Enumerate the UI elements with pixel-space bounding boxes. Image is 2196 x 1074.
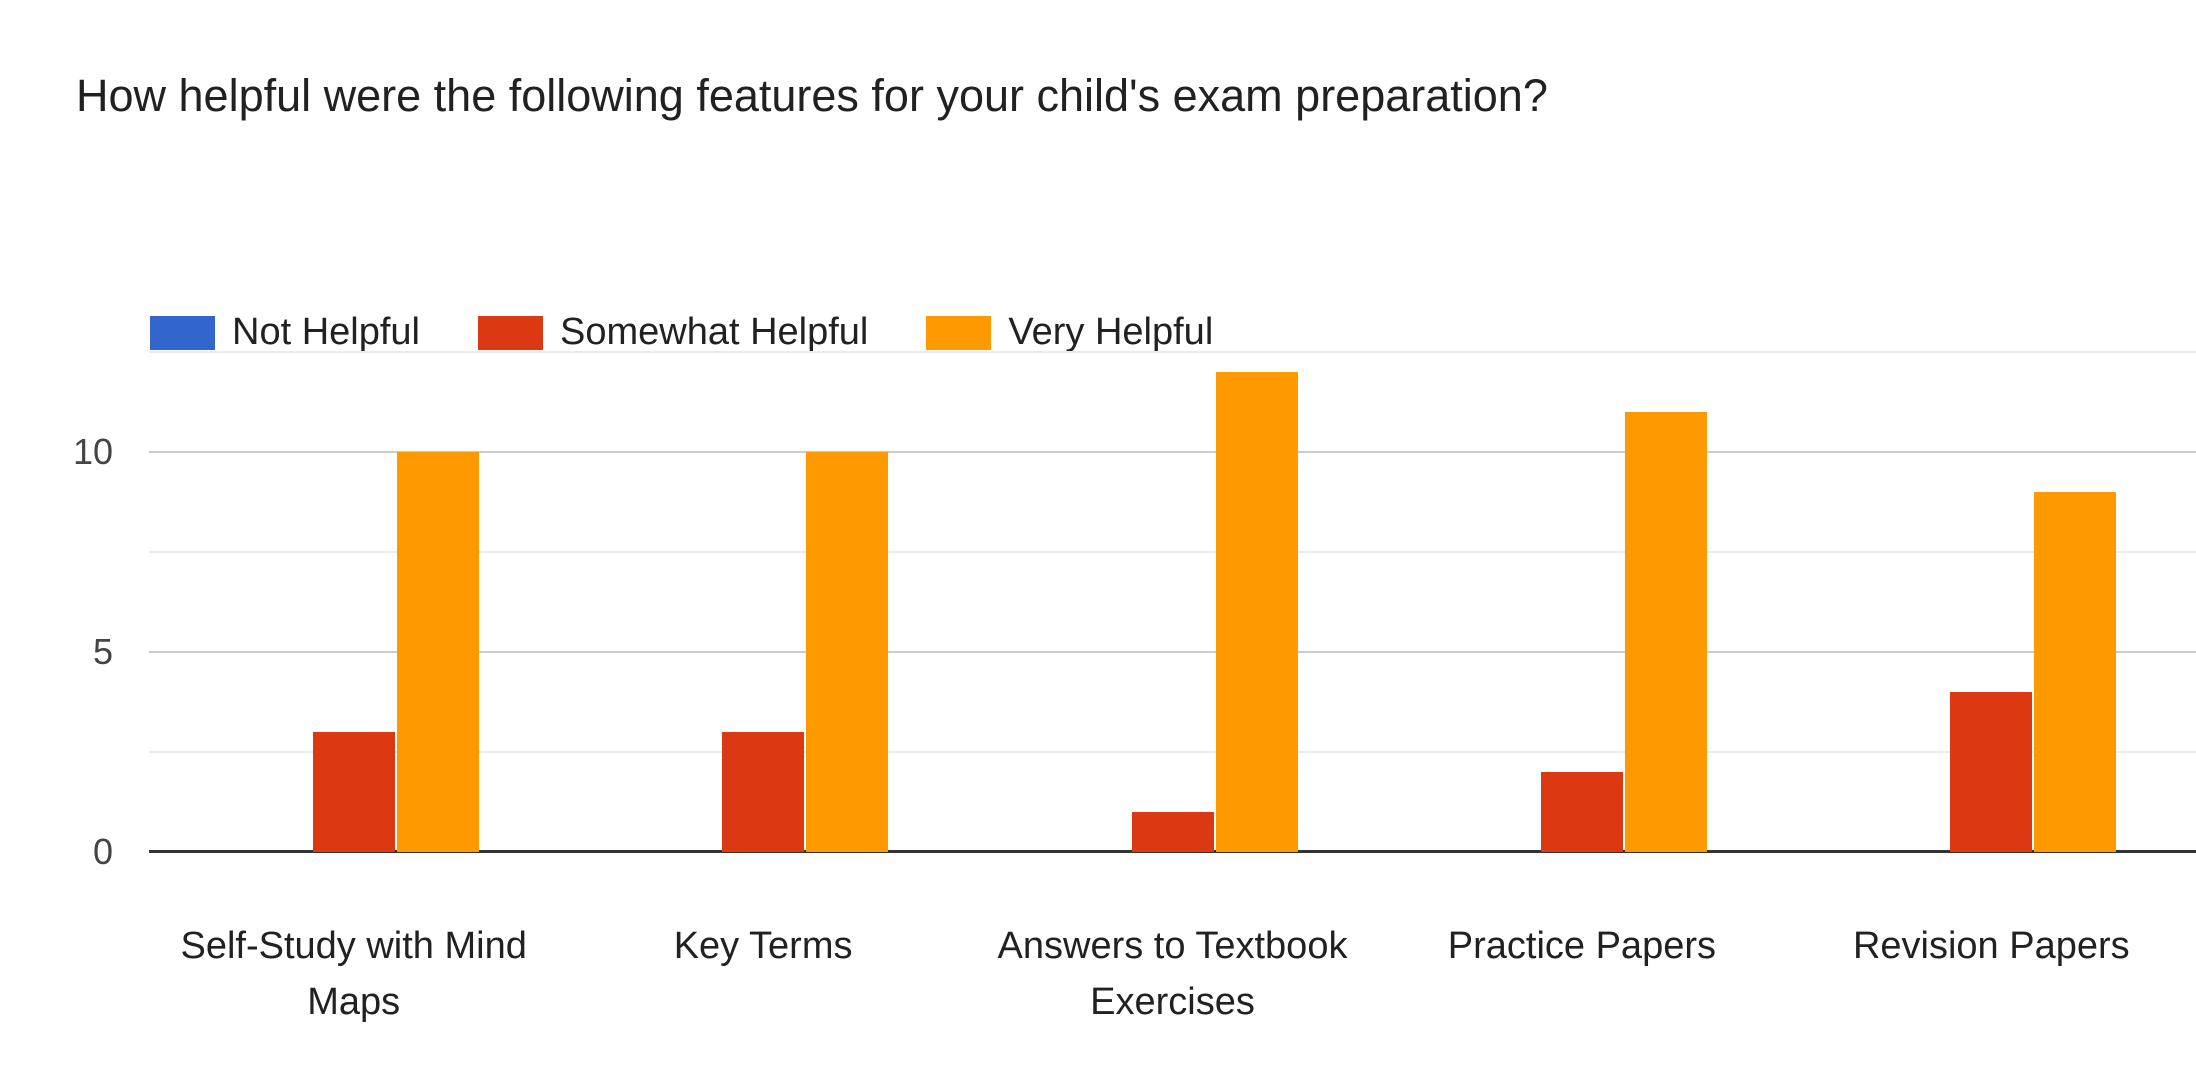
y-tick-label-5: 5 <box>92 631 113 672</box>
bar-very-helpful-self-study-with-mind-maps[interactable] <box>396 452 479 852</box>
legend-item-very-helpful: Very Helpful <box>926 311 1213 354</box>
category-label-revision-papers: Revision Papers <box>1852 925 2130 967</box>
legend: Not Helpful Somewhat Helpful Very Helpful <box>150 311 1213 354</box>
legend-swatch-somewhat-helpful <box>477 315 543 350</box>
bar-very-helpful-revision-papers[interactable] <box>2034 492 2117 852</box>
bar-somewhat-helpful-revision-papers[interactable] <box>1950 692 2033 852</box>
y-tick-label-10: 10 <box>72 431 113 472</box>
legend-swatch-very-helpful <box>926 315 992 350</box>
legend-item-not-helpful: Not Helpful <box>150 311 420 354</box>
legend-label-somewhat-helpful: Somewhat Helpful <box>559 311 869 353</box>
chart-title: How helpful were the following features … <box>76 70 1548 121</box>
legend-swatch-not-helpful <box>150 315 215 350</box>
gridline-major-10 <box>149 451 2196 453</box>
bar-very-helpful-practice-papers[interactable] <box>1624 412 1707 852</box>
plot-area <box>149 351 2196 853</box>
legend-item-somewhat-helpful: Somewhat Helpful <box>477 311 869 354</box>
y-tick-label-0: 0 <box>92 831 113 872</box>
category-label-key-terms: Key Terms <box>673 925 853 967</box>
bar-very-helpful-answers-to-textbook-exercises[interactable] <box>1215 372 1298 852</box>
bar-somewhat-helpful-practice-papers[interactable] <box>1540 772 1623 852</box>
gridline-minor-7.5 <box>149 551 2196 553</box>
bar-very-helpful-key-terms[interactable] <box>806 452 889 852</box>
gridline-major-5 <box>149 651 2196 653</box>
bar-somewhat-helpful-self-study-with-mind-maps[interactable] <box>312 732 395 852</box>
category-label-practice-papers: Practice Papers <box>1447 925 1716 967</box>
category-label-answers-to-textbook-exercises: Answers to Textbook Exercises <box>997 925 1348 1023</box>
legend-label-very-helpful: Very Helpful <box>1008 311 1214 353</box>
bar-somewhat-helpful-key-terms[interactable] <box>722 732 805 852</box>
gridline-minor-2.5 <box>149 751 2196 753</box>
legend-label-not-helpful: Not Helpful <box>232 311 420 353</box>
category-label-self-study-with-mind-maps: Self-Study with Mind Maps <box>180 925 527 1023</box>
gridline-minor-12.5 <box>149 351 2196 353</box>
bar-somewhat-helpful-answers-to-textbook-exercises[interactable] <box>1131 812 1214 852</box>
